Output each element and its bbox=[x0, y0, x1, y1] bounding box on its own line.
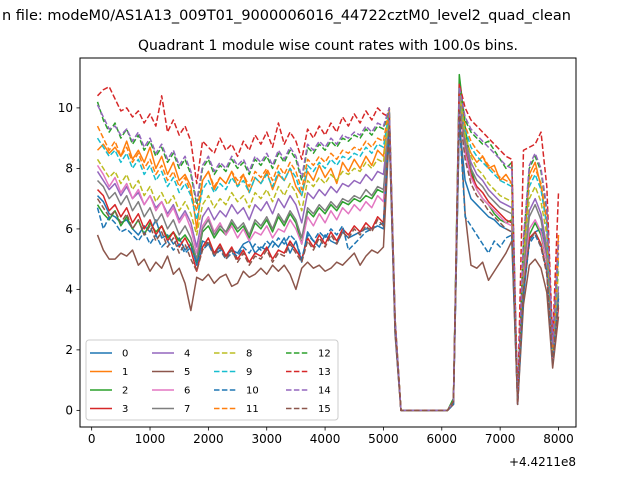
chart-suptitle: n file: modeM0/AS1A13_009T01_9000006016_… bbox=[2, 8, 571, 24]
legend-label-7: 7 bbox=[184, 404, 190, 415]
plot-frame bbox=[79, 57, 577, 428]
series-line-10 bbox=[96, 119, 560, 412]
legend-label-4: 4 bbox=[184, 349, 190, 360]
legend-label-10: 10 bbox=[246, 386, 259, 397]
legend-label-0: 0 bbox=[122, 349, 128, 360]
legend-label-12: 12 bbox=[318, 349, 331, 360]
series-line-7 bbox=[96, 98, 560, 412]
series-line-6 bbox=[96, 107, 560, 412]
y-axis: 0 2 4 6 8 10 bbox=[58, 101, 80, 418]
x-axis: 0 1000 2000 3000 4000 5000 6000 7000 8000 bbox=[88, 427, 574, 446]
legend-label-13: 13 bbox=[318, 367, 331, 378]
series-line-9 bbox=[96, 89, 560, 412]
legend-label-11: 11 bbox=[246, 404, 259, 415]
x-tick-label: 2000 bbox=[193, 432, 224, 446]
series-line-4 bbox=[96, 95, 560, 412]
series-line-8 bbox=[96, 92, 560, 412]
series-line-12 bbox=[96, 82, 560, 412]
y-tick-label: 2 bbox=[65, 343, 73, 357]
series-line-1 bbox=[96, 89, 560, 412]
legend-label-14: 14 bbox=[318, 386, 331, 397]
y-tick-label: 8 bbox=[65, 162, 73, 176]
legend-label-1: 1 bbox=[122, 367, 128, 378]
y-tick-label: 6 bbox=[65, 222, 73, 236]
x-tick-label: 3000 bbox=[251, 432, 282, 446]
y-tick-label: 10 bbox=[58, 101, 73, 115]
chart-title: Quadrant 1 module wise count rates with … bbox=[138, 38, 518, 54]
x-offset-label: +4.4211e8 bbox=[509, 455, 576, 469]
x-tick-label: 1000 bbox=[135, 432, 166, 446]
x-tick-label: 7000 bbox=[485, 432, 516, 446]
legend-label-15: 15 bbox=[318, 404, 331, 415]
series-line-3 bbox=[96, 101, 560, 412]
legend-box bbox=[85, 339, 339, 421]
y-tick-label: 0 bbox=[65, 404, 73, 418]
series-line-11 bbox=[96, 85, 560, 412]
x-tick-label: 4000 bbox=[310, 432, 341, 446]
x-tick-label: 6000 bbox=[427, 432, 458, 446]
plot-area bbox=[96, 73, 560, 412]
legend-label-2: 2 bbox=[122, 386, 128, 397]
legend-label-3: 3 bbox=[122, 404, 128, 415]
legend-label-5: 5 bbox=[184, 367, 190, 378]
series-line-5 bbox=[96, 113, 560, 412]
x-tick-label: 0 bbox=[88, 432, 96, 446]
series-line-14 bbox=[96, 85, 560, 412]
y-tick-label: 4 bbox=[65, 283, 73, 297]
legend-label-8: 8 bbox=[246, 349, 252, 360]
series-line-13 bbox=[96, 82, 560, 412]
x-tick-label: 8000 bbox=[543, 432, 574, 446]
x-tick-label: 5000 bbox=[368, 432, 399, 446]
series-line-15 bbox=[96, 110, 560, 412]
legend-label-9: 9 bbox=[246, 367, 252, 378]
legend-label-6: 6 bbox=[184, 386, 190, 397]
